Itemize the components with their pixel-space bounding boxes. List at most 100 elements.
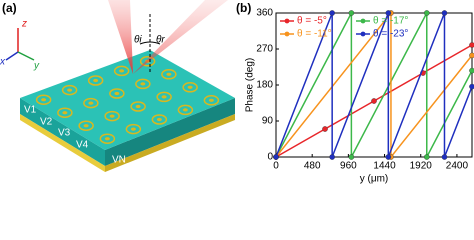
y-tick-label: 0 bbox=[267, 152, 273, 163]
meta-atom-core bbox=[119, 69, 125, 73]
x-tick-label: 480 bbox=[304, 161, 321, 172]
legend-marker bbox=[360, 18, 366, 24]
angle-arc bbox=[139, 41, 161, 45]
legend-marker bbox=[284, 31, 290, 37]
meta-atom bbox=[35, 94, 52, 105]
meta-atom-core bbox=[161, 95, 167, 99]
data-point bbox=[469, 67, 474, 74]
x-tick-label: 0 bbox=[273, 161, 279, 172]
meta-atom bbox=[57, 107, 73, 118]
meta-atom bbox=[61, 84, 78, 96]
meta-atom bbox=[151, 114, 168, 125]
meta-atom bbox=[139, 56, 156, 67]
x-tick-label: 1920 bbox=[410, 161, 433, 172]
meta-atom bbox=[182, 82, 198, 93]
legend-label: θ = -11° bbox=[297, 29, 332, 40]
meta-atom-core bbox=[208, 98, 214, 102]
meta-atom bbox=[99, 133, 116, 144]
data-point bbox=[329, 154, 335, 160]
meta-atom-core bbox=[83, 124, 89, 128]
panel-a: (a) z x y θi θr V1 V2 V3 V4 VN bbox=[0, 0, 235, 172]
data-point bbox=[469, 83, 474, 90]
meta-atom-core bbox=[67, 88, 73, 92]
substrate-side bbox=[105, 114, 235, 172]
y-tick-label: 180 bbox=[256, 80, 273, 91]
meta-atom bbox=[125, 123, 142, 135]
substrate bbox=[20, 114, 105, 172]
meta-atom-core bbox=[88, 101, 94, 105]
meta-atom-core bbox=[156, 117, 162, 122]
meta-atom bbox=[109, 88, 125, 99]
legend-label: θ = -23° bbox=[373, 29, 408, 40]
meta-atom-core bbox=[166, 72, 172, 76]
incident-beam bbox=[108, 0, 133, 74]
slab-side bbox=[105, 98, 235, 166]
x-axis-label: y (μm) bbox=[360, 174, 389, 185]
voltage-label: V2 bbox=[40, 117, 53, 128]
y-axis bbox=[17, 51, 35, 61]
meta-atoms bbox=[35, 56, 220, 144]
x-tick-label: 2400 bbox=[446, 161, 469, 172]
data-point bbox=[385, 10, 392, 16]
data-point bbox=[329, 10, 335, 16]
voltage-label: V3 bbox=[58, 128, 71, 139]
meta-atom bbox=[161, 69, 177, 80]
data-point bbox=[423, 10, 430, 16]
panel-label: (a) bbox=[2, 1, 17, 15]
meta-atom bbox=[156, 91, 172, 103]
x-tick-label: 960 bbox=[340, 161, 357, 172]
panel-label: (b) bbox=[236, 1, 251, 15]
legend-label: θ = -17° bbox=[373, 16, 408, 27]
y-tick-label: 270 bbox=[256, 44, 273, 55]
legend-label: θ = -5° bbox=[297, 16, 327, 27]
legend-marker bbox=[360, 31, 366, 37]
y-tick-label: 360 bbox=[256, 8, 273, 19]
y-tick-label: 90 bbox=[262, 116, 274, 127]
meta-atom-core bbox=[182, 108, 188, 112]
meta-atom bbox=[177, 104, 194, 116]
series-line bbox=[275, 10, 473, 160]
data-point bbox=[469, 42, 474, 48]
meta-atom bbox=[113, 65, 130, 77]
axis-label: x bbox=[0, 57, 6, 68]
angle-label: θi bbox=[134, 35, 142, 46]
data-point bbox=[273, 154, 279, 160]
slab-front bbox=[20, 98, 105, 166]
data-point bbox=[441, 154, 448, 160]
data-point bbox=[385, 154, 392, 160]
meta-atom bbox=[104, 110, 120, 122]
meta-atom bbox=[83, 97, 99, 109]
meta-atom-core bbox=[187, 85, 193, 89]
data-point bbox=[469, 52, 474, 59]
voltage-label: V4 bbox=[76, 140, 89, 151]
reflected-beam bbox=[133, 0, 228, 74]
data-point bbox=[371, 98, 377, 104]
data-point bbox=[322, 126, 328, 132]
meta-atom bbox=[130, 101, 146, 112]
angle-label: θr bbox=[156, 35, 165, 46]
meta-atom-core bbox=[140, 82, 146, 86]
x-axis bbox=[5, 51, 19, 61]
meta-atom bbox=[135, 78, 151, 90]
slab-top bbox=[20, 50, 235, 150]
x-tick-label: 1440 bbox=[373, 161, 396, 172]
panel-b: (b) y (μm) Phase (deg) 0 90 180 270 360 0 480 9… bbox=[236, 1, 474, 185]
figure: (a) z x y θi θr V1 V2 V3 V4 VN (b) y (μm… bbox=[0, 0, 474, 185]
axis-label: z bbox=[21, 19, 27, 30]
meta-atom bbox=[87, 75, 104, 86]
y-axis-label: Phase (deg) bbox=[245, 58, 256, 112]
meta-atom-core bbox=[104, 137, 110, 141]
meta-atom-core bbox=[41, 98, 47, 102]
data-point bbox=[423, 154, 430, 160]
meta-atom-core bbox=[130, 127, 136, 131]
voltage-label: VN bbox=[112, 155, 126, 166]
data-point bbox=[348, 10, 355, 16]
meta-atom-core bbox=[135, 104, 141, 109]
voltage-label: V1 bbox=[24, 105, 37, 116]
meta-atom-core bbox=[93, 78, 99, 83]
meta-atom-core bbox=[109, 114, 115, 118]
meta-atom bbox=[78, 120, 94, 131]
series-line bbox=[275, 12, 473, 158]
data-point bbox=[348, 154, 355, 160]
axis-label: y bbox=[33, 61, 40, 72]
